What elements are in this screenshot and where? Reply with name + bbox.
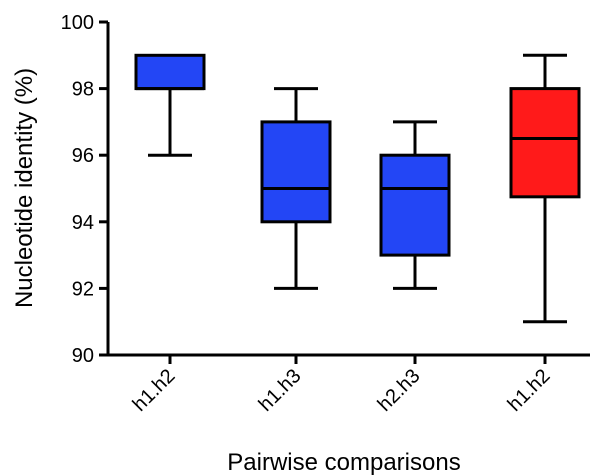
x-axis-title: Pairwise comparisons [227, 449, 460, 476]
boxes [134, 53, 581, 324]
axes [99, 20, 590, 364]
y-tick-label: 92 [72, 278, 94, 300]
x-tick-label: h1.h3 [255, 365, 306, 416]
x-tick-label: h2.h3 [374, 365, 425, 416]
box-iqr [134, 53, 206, 91]
y-tick-label: 90 [72, 345, 94, 367]
y-tick-label: 98 [72, 79, 94, 101]
y-tick-label: 100 [61, 12, 94, 34]
y-tick-label: 94 [72, 212, 94, 234]
x-tick-label: h1.h2 [504, 365, 555, 416]
y-axis-title: Nucleotide identity (%) [11, 68, 38, 308]
box-iqr [509, 87, 581, 199]
x-tick-label: h1.h2 [129, 365, 180, 416]
box-iqr [260, 120, 332, 224]
box-iqr [379, 153, 451, 257]
y-tick-label: 96 [72, 145, 94, 167]
